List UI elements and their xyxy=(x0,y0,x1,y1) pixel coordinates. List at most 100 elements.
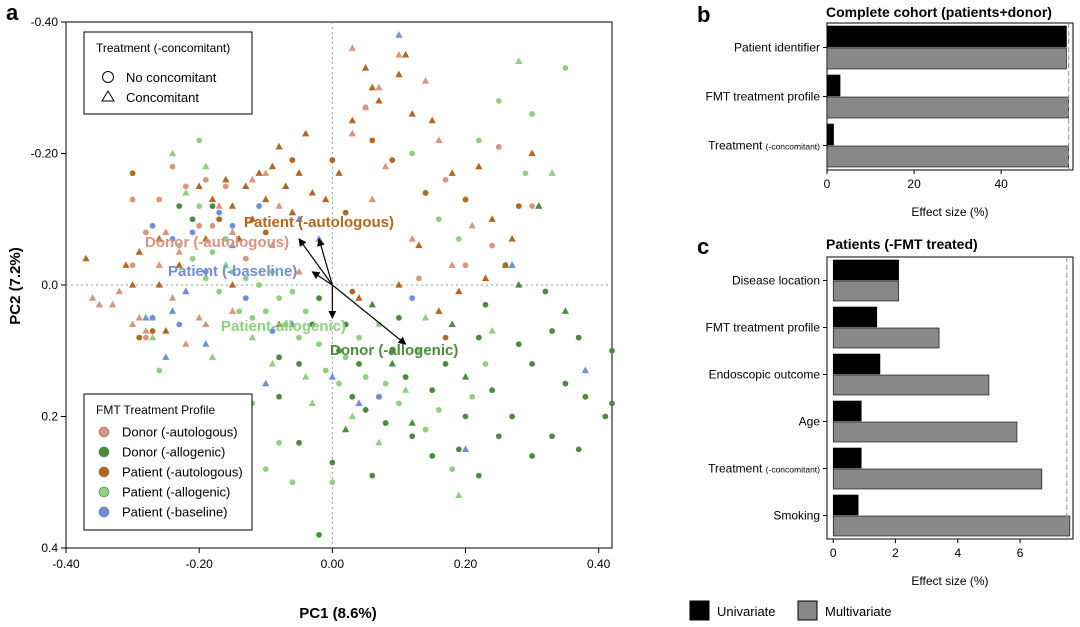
scatter-point-triangle xyxy=(302,129,310,137)
group-legend-item: Patient (-autologous) xyxy=(122,465,243,480)
x-tick-label: -0.20 xyxy=(185,557,213,571)
centroid-labels: Patient (-autologous) Donor (-autologous… xyxy=(145,214,458,359)
scatter-point-circle xyxy=(242,255,249,262)
scatter-point-triangle xyxy=(488,327,496,334)
pca-scatter-panel: -0.40 -0.20 0.00 0.20 0.40 -0.40 -0.20 0.0 0.2 0.… xyxy=(7,15,615,622)
scatter-point-circle xyxy=(349,288,356,295)
scatter-point-circle xyxy=(409,150,416,157)
scatter-point-triangle xyxy=(222,175,230,183)
group-legend-item: Donor (-autologous) xyxy=(122,425,238,440)
scatter-point-triangle xyxy=(262,195,270,203)
scatter-point-triangle xyxy=(368,83,376,91)
panel-b-axis: Patient identifier FMT treatment profile T… xyxy=(706,41,1009,192)
scatter-point-circle xyxy=(396,400,402,407)
zero-guide-lines xyxy=(66,22,612,548)
scatter-point-triangle xyxy=(428,116,436,124)
scatter-point-circle xyxy=(475,472,482,479)
scatter-point-circle xyxy=(449,466,456,472)
scatter-point-circle xyxy=(289,288,296,295)
scatter-point-circle xyxy=(276,354,282,361)
scatter-point-triangle xyxy=(448,320,456,328)
scatter-point-triangle xyxy=(515,281,523,288)
scatter-point-circle xyxy=(242,295,249,302)
scatter-point-triangle xyxy=(168,149,177,157)
scatter-point-triangle xyxy=(255,169,263,176)
scatter-point-triangle xyxy=(162,327,170,334)
multivariate-bar xyxy=(832,327,940,349)
scatter-point-circle xyxy=(236,308,243,315)
panel-c-x-axis-label: Effect size (%) xyxy=(911,574,988,588)
scatter-point-triangle xyxy=(155,281,163,288)
group-legend-swatch xyxy=(98,486,110,498)
scatter-point-circle xyxy=(296,439,302,446)
scatter-point-triangle xyxy=(228,228,237,235)
scatter-point-triangle xyxy=(202,162,210,170)
scatter-point-triangle xyxy=(202,320,210,328)
scatter-point-triangle xyxy=(182,287,190,295)
scatter-point-circle xyxy=(396,314,402,321)
group-legend-title: FMT Treatment Profile xyxy=(96,403,215,417)
scatter-point-triangle xyxy=(302,373,310,380)
scatter-point-triangle xyxy=(275,202,283,209)
scatter-point-circle xyxy=(435,216,442,223)
scatter-point-circle xyxy=(495,98,502,104)
univariate-bar xyxy=(826,123,834,146)
shape-legend-item-no-concomitant: No concomitant xyxy=(126,70,217,85)
scatter-point-triangle xyxy=(368,195,376,203)
scatter-point-circle xyxy=(382,380,389,387)
scatter-point-circle xyxy=(489,242,496,249)
panel-c-bars xyxy=(832,257,1071,539)
scatter-point-circle xyxy=(322,367,329,374)
scatter-point-circle xyxy=(529,203,535,210)
scatter-point-triangle xyxy=(168,294,177,301)
bar-panel-complete-cohort: Complete cohort (patients+donor) Patient… xyxy=(706,4,1074,219)
group-legend-item: Patient (-baseline) xyxy=(122,505,228,520)
panel-c-frame xyxy=(826,256,1074,540)
scatter-point-triangle xyxy=(148,333,157,341)
scatter-point-triangle xyxy=(222,261,230,268)
scatter-point-circle xyxy=(302,308,309,315)
category-label: FMT treatment profile xyxy=(706,321,821,335)
x-tick-label: 4 xyxy=(954,546,961,560)
scatter-point-triangle xyxy=(508,234,516,242)
scatter-point-triangle xyxy=(128,320,137,328)
scatter-point-triangle xyxy=(481,274,490,282)
scatter-point-triangle xyxy=(248,175,257,183)
scatter-point-circle xyxy=(462,413,469,420)
shape-legend-title: Treatment (-concomitant) xyxy=(96,41,230,55)
scatter-point-circle xyxy=(542,288,549,295)
scatter-point-circle xyxy=(515,203,522,210)
scatter-point-circle xyxy=(216,209,223,216)
scatter-point-circle xyxy=(262,308,269,315)
x-tick-label: 0.00 xyxy=(321,557,345,571)
scatter-point-triangle xyxy=(435,136,443,143)
scatter-point-triangle xyxy=(142,313,150,321)
scatter-point-triangle xyxy=(288,208,296,216)
scatter-point-circle xyxy=(256,282,262,288)
centroid-label-patient-allogenic: Patient-allogenic) xyxy=(221,318,346,335)
scatter-point-triangle xyxy=(248,333,257,341)
scatter-point-circle xyxy=(196,203,203,210)
scatter-point-triangle xyxy=(375,83,383,91)
scatter-point-circle xyxy=(582,393,589,400)
univariate-bar xyxy=(832,306,878,328)
scatter-point-circle xyxy=(362,407,369,413)
centroid-arrows xyxy=(298,238,407,345)
scatter-point-triangle xyxy=(355,399,363,406)
scatter-point-circle xyxy=(216,288,223,295)
scatter-point-triangle xyxy=(395,70,403,78)
scatter-point-circle xyxy=(336,347,342,354)
scatter-point-circle xyxy=(609,347,615,354)
scatter-point-triangle xyxy=(168,307,177,314)
scatter-point-circle xyxy=(269,268,276,275)
scatter-point-circle xyxy=(202,176,209,183)
group-legend-swatch xyxy=(98,506,110,518)
scatter-point-circle xyxy=(329,459,336,466)
scatter-point-triangle xyxy=(228,281,237,288)
scatter-point-circle xyxy=(282,321,289,328)
x-tick-label: 0 xyxy=(830,546,837,560)
scatter-point-circle xyxy=(176,203,183,210)
scatter-point-triangle xyxy=(581,366,589,374)
scatter-point-circle xyxy=(469,393,476,400)
scatter-point-circle xyxy=(336,380,342,387)
